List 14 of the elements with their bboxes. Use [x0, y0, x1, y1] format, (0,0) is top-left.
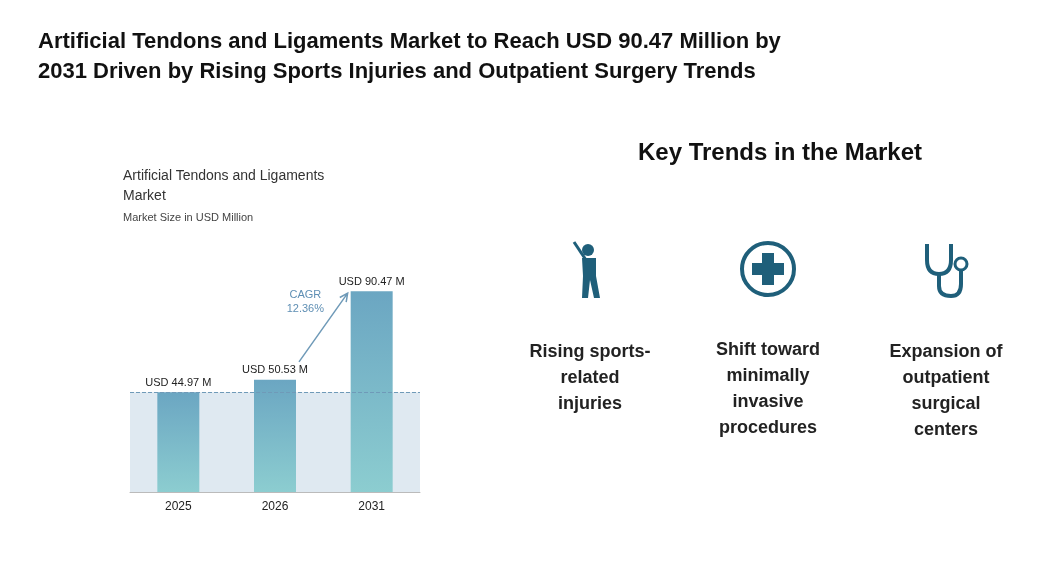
- chart-title: Artificial Tendons and Ligaments Market to Reach USD 90.47 Million by 2031 Driven by Rising Sports Injuries and Outpatient Surgery Trends: [38, 27, 782, 85]
- x-tick-label: 2026: [261, 499, 289, 513]
- text: Shift toward minimally invasive procedures: [715, 338, 821, 439]
- text: Key Trends in the Market: [636, 138, 924, 166]
- data-label: USD 90.47 M: [338, 274, 405, 287]
- data-label: USD 44.97 M: [145, 375, 212, 388]
- x-tick-label: 2025: [164, 499, 192, 513]
- chart-subtitle: Artificial Tendons and Ligaments Market: [123, 167, 329, 203]
- y-axis-title: Market Size in USD Million: [123, 210, 254, 223]
- text: Expansion of outpatient surgical centers: [888, 340, 1004, 441]
- text: Rising sports-related injuries: [528, 340, 652, 415]
- data-label: USD 50.53 M: [241, 363, 309, 376]
- x-tick-label: 2031: [358, 499, 386, 513]
- annotation: CAGR 12.36%: [285, 287, 325, 316]
